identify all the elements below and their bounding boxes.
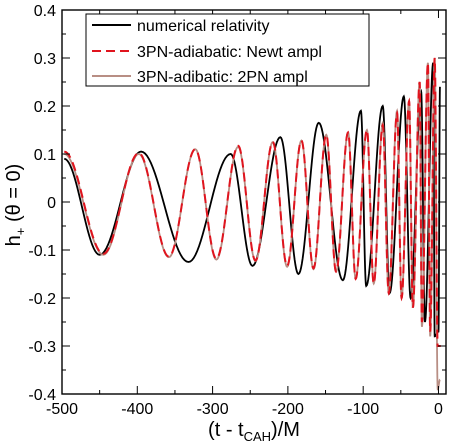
y-tick-label: 0 <box>47 195 56 212</box>
y-tick-label: 0.4 <box>34 3 56 20</box>
y-tick-label: 0.2 <box>34 99 56 116</box>
legend-label-newt-ampl: 3PN-adiabatic: Newt ampl <box>137 44 322 61</box>
legend-label-2pn-ampl: 3PN-adibatic: 2PN ampl <box>137 69 308 86</box>
x-tick-label: -500 <box>46 401 78 418</box>
y-tick-label: -0.3 <box>28 339 56 356</box>
series-group <box>63 57 441 391</box>
x-axis-title-main: (t - t <box>208 419 244 441</box>
ticks-group: -500 -400 -300 -200 -100 0 -0.4 -0.3 -0.2 -0.1 0 0.… <box>28 3 446 418</box>
y-axis-title-sub: + <box>13 228 28 236</box>
legend: numerical relativity 3PN-adiabatic: Newt… <box>85 13 370 87</box>
x-tick-label: -300 <box>197 401 229 418</box>
y-tick-label: -0.1 <box>28 243 56 260</box>
x-tick-label: -100 <box>347 401 379 418</box>
y-tick-label: 0.3 <box>34 51 56 68</box>
legend-box <box>85 13 370 87</box>
y-axis-title: h+ (θ = 0) <box>3 164 28 247</box>
x-axis-title-sub: CAH <box>244 429 271 444</box>
x-tick-label: 0 <box>434 401 443 418</box>
legend-label-numerical-relativity: numerical relativity <box>137 18 269 35</box>
y-tick-label: -0.4 <box>28 387 56 404</box>
y-axis-title-tail: (θ = 0) <box>3 164 25 228</box>
y-axis-title-main: h <box>3 235 25 246</box>
x-tick-label: -400 <box>121 401 153 418</box>
series-line-3pn-adiabatic-newt-ampl <box>63 57 441 347</box>
x-axis-title-tail: )/M <box>271 419 300 441</box>
x-tick-label: -200 <box>272 401 304 418</box>
y-tick-label: 0.1 <box>34 147 56 164</box>
y-tick-label: -0.2 <box>28 291 56 308</box>
x-axis-title: (t - tCAH)/M <box>208 419 300 444</box>
